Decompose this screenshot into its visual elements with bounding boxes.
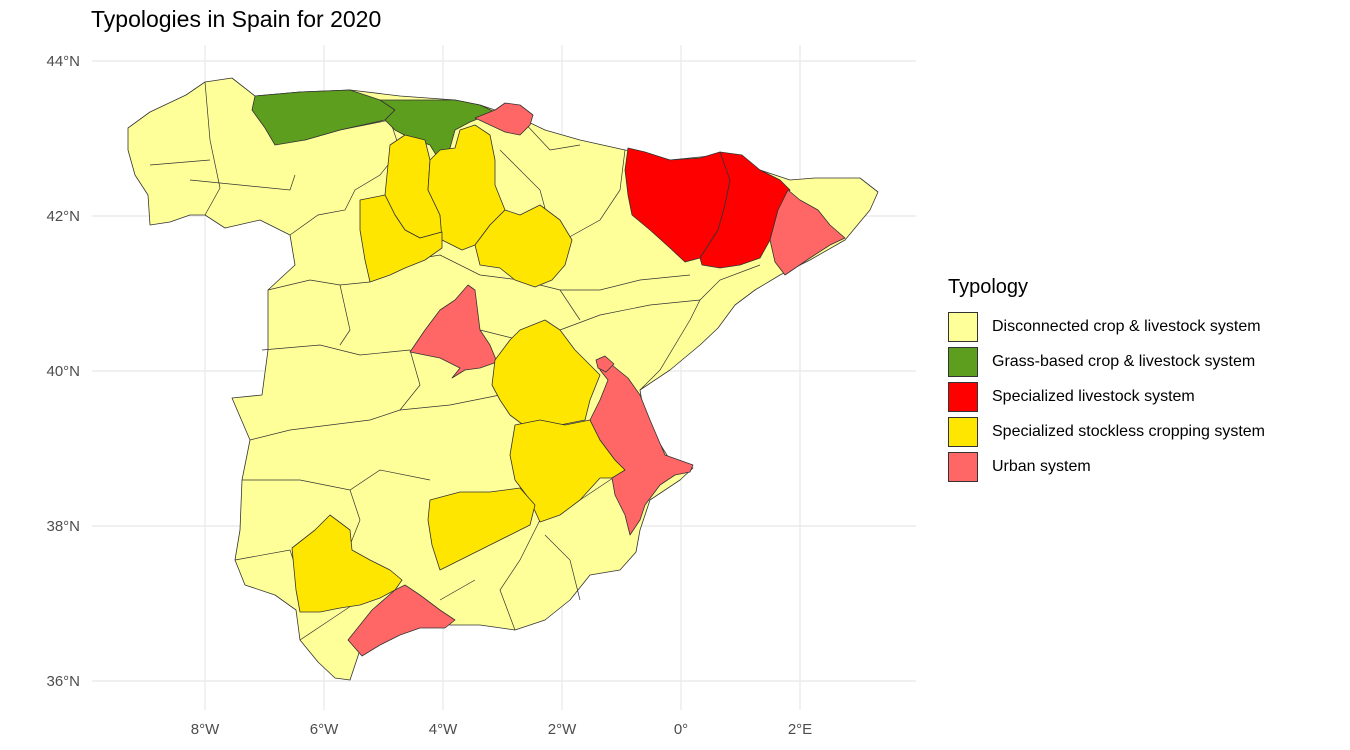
legend-label: Disconnected crop & livestock system [992,317,1261,335]
legend-swatch [948,416,978,447]
x-tick-label: 4°W [429,721,458,738]
legend-item: Specialized stockless cropping system [948,414,1265,449]
region-valladolid [359,194,443,283]
x-tick-label: 2°W [548,721,577,738]
y-tick-label: 40°N [46,363,80,380]
legend-item: Specialized livestock system [948,379,1265,414]
region-sevilla [291,514,403,613]
legend-swatch [948,451,978,482]
region-barcelona [769,189,846,276]
legend-label: Grass-based crop & livestock system [992,352,1256,370]
y-tick-label: 38°N [46,518,80,535]
region-jaen [427,487,536,571]
region-cuenca [491,319,601,431]
legend-item: Disconnected crop & livestock system [948,309,1265,344]
y-tick-label: 36°N [46,673,80,690]
legend-title: Typology [948,276,1029,298]
region-valencia-alicante [589,357,694,536]
legend-swatch [948,381,978,412]
legend-label: Specialized livestock system [992,387,1195,405]
x-tick-label: 8°W [191,721,220,738]
legend-swatch [948,346,978,377]
region-cantabria [379,99,496,159]
y-tick-label: 44°N [46,53,80,70]
region-asturias [251,89,396,146]
x-axis-labels: 8°W 6°W 4°W 2°W 0° 2°E [191,721,812,738]
x-tick-label: 6°W [310,721,339,738]
legend-item: Grass-based crop & livestock system [948,344,1265,379]
region-madrid [409,284,498,379]
y-tick-label: 42°N [46,208,80,225]
region-soria [474,204,573,288]
legend-item: Urban system [948,449,1265,484]
x-tick-label: 2°E [788,721,812,738]
legend-label: Specialized stockless cropping system [992,422,1266,440]
region-lleida [699,151,791,269]
region-bizkaia-gipuzkoa [474,102,534,136]
region-burgos [427,124,506,251]
y-axis-labels: 44°N 42°N 40°N 38°N 36°N [46,53,80,690]
region-albacete [509,419,626,523]
map-title: Typologies in Spain for 2020 [91,6,382,32]
legend-swatch [948,311,978,342]
region-malaga [347,584,456,657]
region-small-urban [595,355,615,373]
legend: Typology Disconnected crop & livestock s… [948,276,1265,484]
x-tick-label: 0° [674,721,688,738]
legend-label: Urban system [992,457,1091,475]
